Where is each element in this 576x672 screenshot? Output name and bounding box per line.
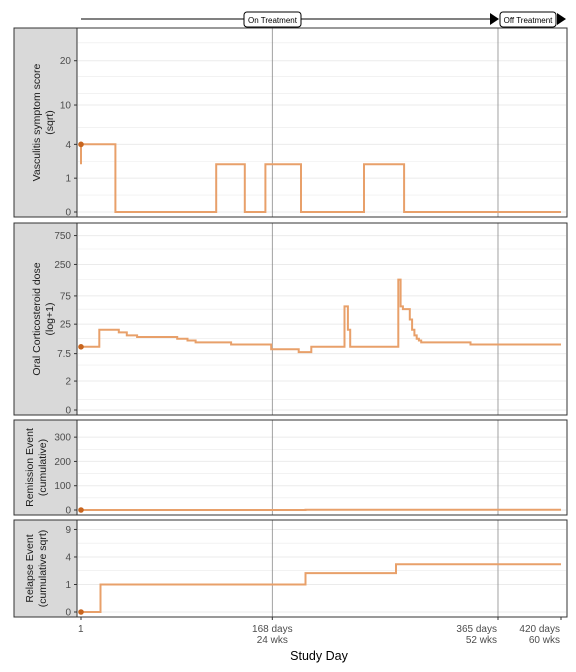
panel-strip-label-line1: Relapse Event [24,534,36,602]
panel-strip-label-line2: (cumulative) [37,439,49,496]
panel-strip-label-line2: (sqrt) [44,110,56,135]
grid-lines [78,42,566,213]
series-line [81,278,561,354]
data-series [78,141,561,213]
on-treatment-label-box [243,11,302,28]
panel-border [76,419,568,516]
y-axis: 0 1 4 9 [65,525,77,619]
y-tick-label: 2 [65,377,71,388]
panel-border [76,222,568,416]
y-tick-label: 750 [54,231,71,242]
y-tick-label: 0 [65,608,71,619]
y-tick-label: 0 [65,406,71,417]
panel-remission-event: Remission Event (cumulative) 0 100 200 300 [13,419,568,517]
timeline-arrowhead-mid [490,13,499,25]
x-tick-label: 365 days [456,624,497,635]
y-tick-label: 4 [65,140,71,151]
panel-strip-label-line1: Remission Event [24,428,36,507]
y-tick-label: 250 [54,260,71,271]
panel-strip-label-line1: Vasculitis symptom score [31,64,43,182]
x-tick-sublabel: 60 wks [529,635,560,646]
y-tick-label: 4 [65,552,71,563]
y-tick-label: 0 [65,506,71,517]
y-tick-label: 100 [54,481,71,492]
panel-strip [13,519,78,618]
panel-oral-corticosteroid: Oral Corticosteroid dose (log+1) 0 2 7.5 25… [13,222,568,417]
data-series [78,563,561,615]
y-tick-label: 9 [65,525,71,536]
y-tick-label: 300 [54,433,71,444]
y-tick-label: 1 [65,174,71,185]
y-tick-label: 20 [60,56,72,67]
reference-lines [271,28,499,217]
y-tick-label: 75 [60,291,72,302]
x-tick-sublabel: 24 wks [257,635,288,646]
treatment-timeline: On Treatment Off Treatment [81,11,566,28]
series-line [81,563,561,613]
timeline-arrowhead-end [557,13,566,25]
grid-lines [78,436,566,511]
panel-strip [13,27,78,218]
y-tick-label: 10 [60,101,72,112]
off-treatment-label: Off Treatment [504,16,554,25]
panel-strip-label-line1: Oral Corticosteroid dose [31,262,43,375]
data-series [78,507,561,513]
start-point [78,344,84,350]
data-series [78,278,561,354]
reference-lines [271,420,499,515]
y-tick-label: 0 [65,208,71,219]
start-point [78,609,84,615]
y-axis: 0 100 200 300 [54,433,77,517]
x-tick-label: 420 days [519,624,560,635]
panel-strip [13,222,78,416]
panel-strip-label-line2: (log+1) [44,303,56,336]
panel-relapse-event: Relapse Event (cumulative sqrt) 0 1 4 9 [13,519,568,619]
y-tick-label: 25 [60,320,72,331]
panel-border [76,519,568,618]
x-tick-label: 168 days [252,624,293,635]
x-tick-sublabel: 52 wks [466,635,497,646]
reference-lines [271,223,499,415]
y-tick-label: 1 [65,580,71,591]
on-treatment-label: On Treatment [248,16,298,25]
off-treatment-label-box [499,11,557,28]
panel-strip-label-line2: (cumulative sqrt) [37,530,49,608]
y-tick-label: 200 [54,457,71,468]
panel-border [76,27,568,218]
grid-lines [78,235,566,411]
x-axis-title: Study Day [290,649,348,663]
y-tick-label: 7.5 [57,349,71,360]
start-point [78,141,84,148]
reference-lines [271,520,499,617]
series-line [80,143,561,213]
x-tick-label: 1 [78,624,84,635]
grid-lines [78,528,566,613]
panel-vasculitis-score: Vasculitis symptom score (sqrt) 0 1 4 10 20 [13,27,568,219]
start-point [78,507,84,513]
